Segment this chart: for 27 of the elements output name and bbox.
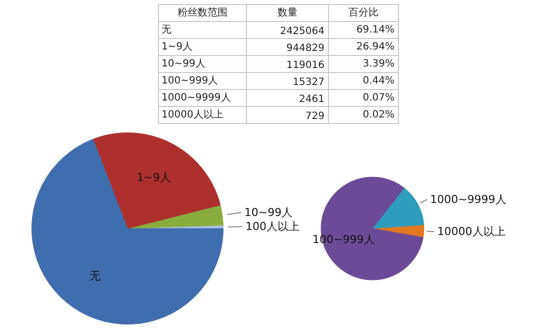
slice-label: 10~99人 <box>244 206 293 219</box>
text: 无 <box>162 24 172 36</box>
text: 3.39% <box>362 58 395 70</box>
slice-label: 10000人以上 <box>437 225 506 238</box>
slice-label: 1000~9999人 <box>430 192 506 206</box>
text: 944829 <box>286 43 325 54</box>
text: 2425064 <box>280 26 325 37</box>
text: 119016 <box>286 60 325 71</box>
text: 10~99人 <box>162 58 206 70</box>
text: 100~999人 <box>162 76 218 86</box>
text: 0.44% <box>362 76 395 86</box>
text: 1~9人 <box>162 42 193 52</box>
text: 26.94% <box>356 42 395 52</box>
text: 0.07% <box>362 92 395 104</box>
text: 15327 <box>292 77 324 88</box>
slice-label: 100人以上 <box>246 220 300 234</box>
text: 69.14% <box>356 24 395 36</box>
slice-label: 无 <box>89 269 100 282</box>
text: 0.02% <box>362 110 395 120</box>
text: 1000~9999人 <box>162 92 231 104</box>
category-label: 粉丝数范围 <box>178 6 228 18</box>
category-label: 百分比 <box>348 6 378 18</box>
slice-label: 1~9人 <box>136 170 172 184</box>
text: 10000人以上 <box>162 108 224 120</box>
text: 729 <box>305 111 325 122</box>
text: 2461 <box>299 94 325 105</box>
category-label: 数量 <box>278 8 298 18</box>
